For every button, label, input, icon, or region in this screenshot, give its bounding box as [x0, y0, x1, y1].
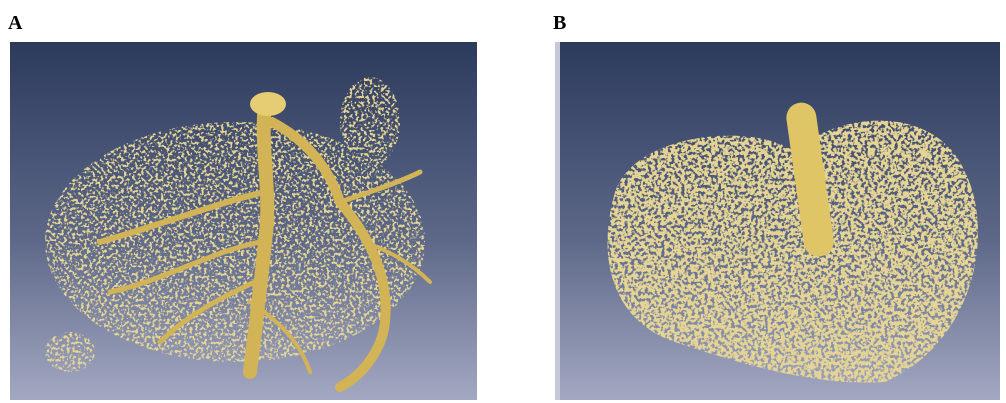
- figure: {"panels": [{"label": "A"}, {"label": "B…: [0, 0, 1006, 403]
- panel-label: A: [8, 12, 22, 35]
- vessel-top: [250, 92, 286, 116]
- panel-image: [555, 42, 1000, 400]
- panel-label: B: [553, 12, 566, 35]
- edge-stripe: [555, 42, 560, 400]
- panel-image: [10, 42, 477, 400]
